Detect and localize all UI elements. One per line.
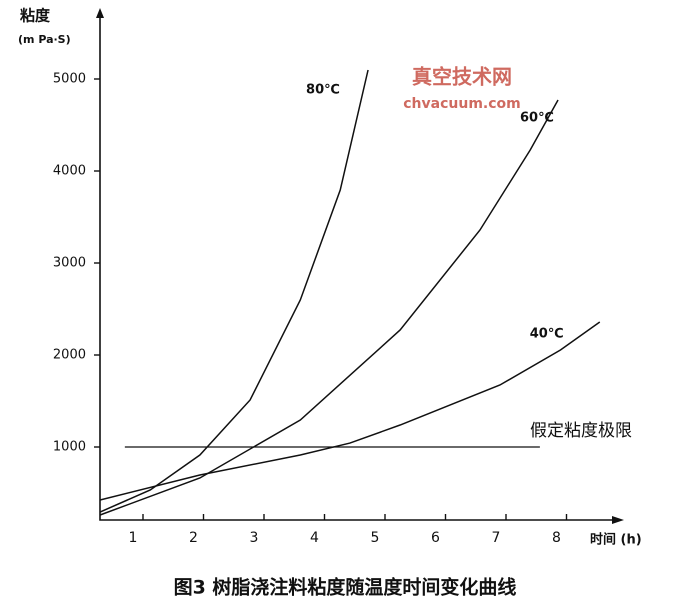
- curve: [99, 99, 559, 516]
- series-label: 80℃: [306, 82, 340, 97]
- x-tick-label: 3: [250, 530, 259, 546]
- limit-label: 假定粘度极限: [530, 421, 632, 441]
- x-tick-label: 4: [310, 530, 319, 546]
- y-axis-label: (m Pa·S): [18, 33, 71, 46]
- axes: [99, 12, 620, 521]
- caption: 图3 树脂浇注料粘度随温度时间变化曲线: [174, 576, 517, 599]
- watermark-url: chvacuum.com: [403, 96, 520, 112]
- x-tick-label: 5: [371, 530, 380, 546]
- watermark: 真空技术网: [412, 65, 512, 89]
- y-tick-label: 5000: [53, 72, 86, 87]
- y-tick-label: 4000: [53, 164, 86, 179]
- curve: [99, 69, 369, 513]
- chart-title: 粘度: [20, 7, 51, 25]
- y-tick-label: 2000: [53, 348, 86, 363]
- x-tick-label: 2: [189, 530, 198, 546]
- x-tick-label: 1: [129, 530, 138, 546]
- series-label: 60℃: [520, 110, 554, 125]
- x-tick-label: 7: [492, 530, 501, 546]
- x-axis-label: 时间 (h): [590, 532, 642, 548]
- x-tick-label: 6: [431, 530, 440, 546]
- y-tick-label: 3000: [53, 256, 86, 271]
- series-label: 40℃: [530, 326, 564, 341]
- curve: [99, 321, 601, 501]
- y-tick-label: 1000: [53, 440, 86, 455]
- x-tick-label: 8: [552, 530, 561, 546]
